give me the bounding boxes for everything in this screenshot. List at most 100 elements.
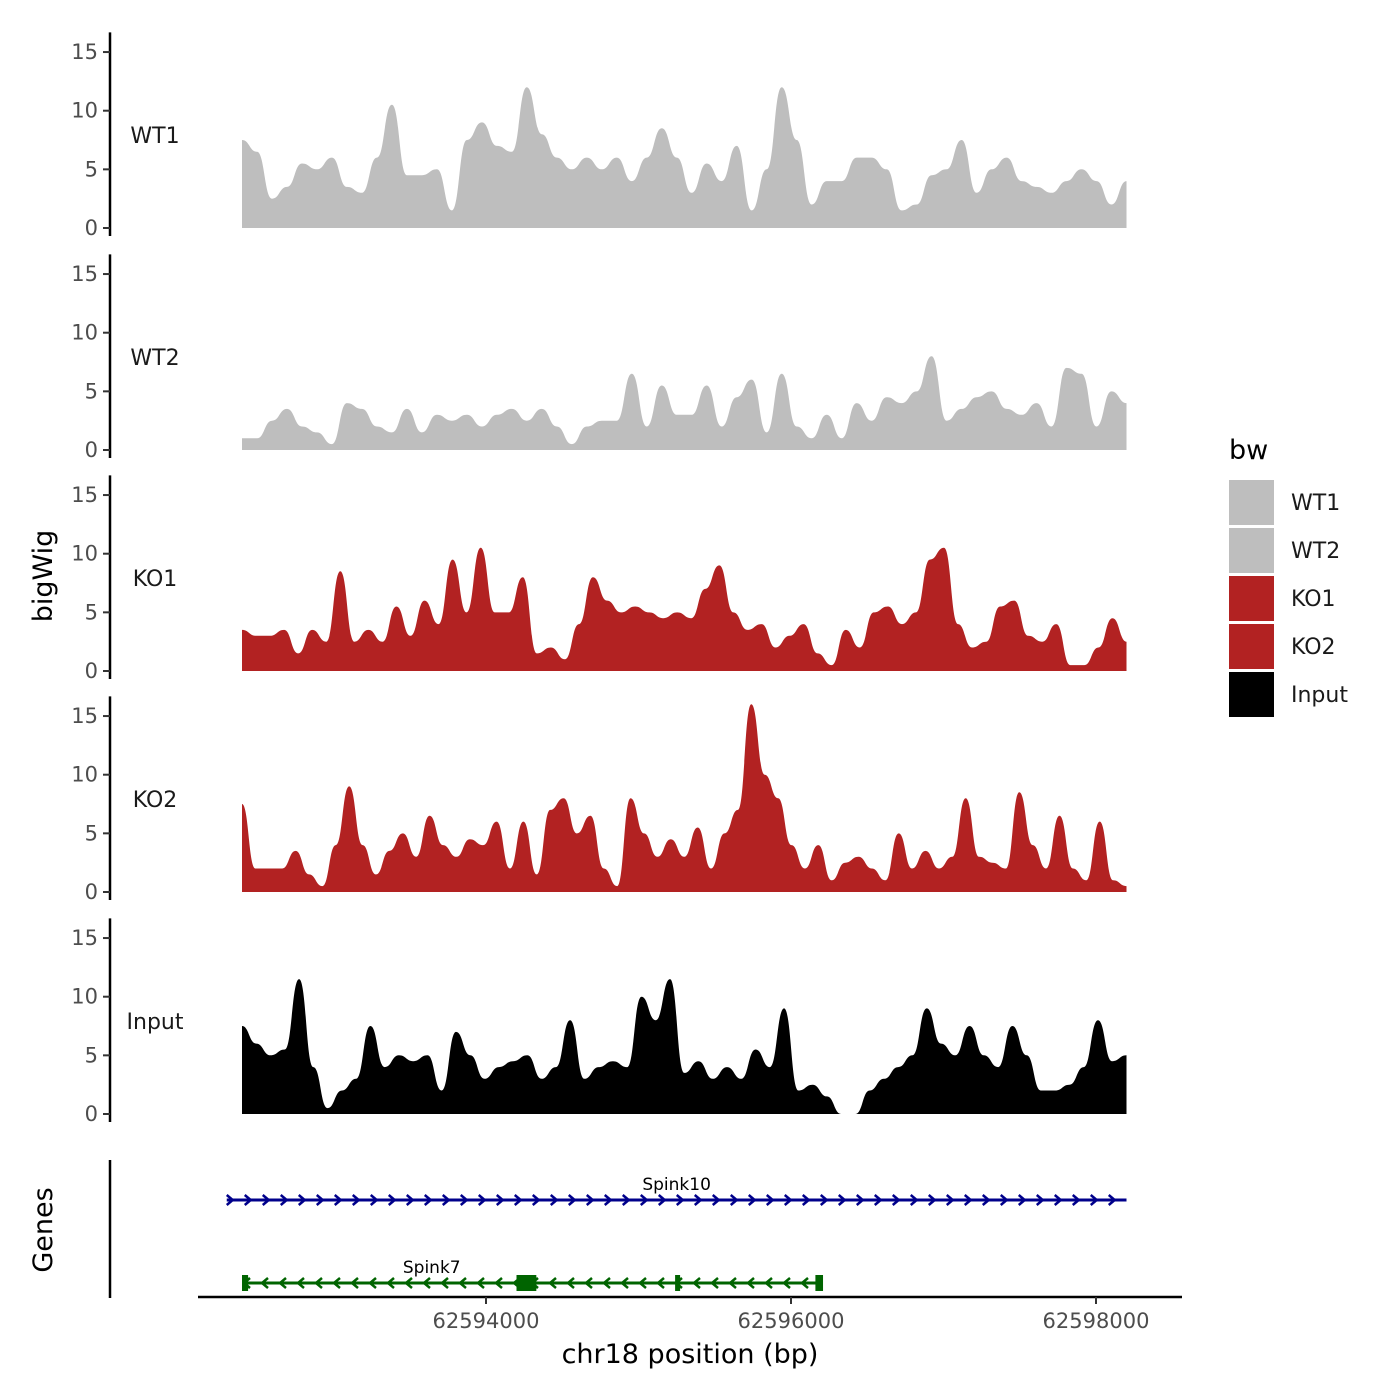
legend-swatch-ko1 xyxy=(1229,576,1274,621)
x-axis-title: chr18 position (bp) xyxy=(562,1339,819,1370)
y-tick-label: 5 xyxy=(85,600,98,624)
strand-arrow xyxy=(855,1194,865,1206)
legend-label: KO2 xyxy=(1291,635,1336,660)
strand-arrow xyxy=(999,1194,1009,1206)
strand-arrow xyxy=(441,1194,451,1206)
signal-area-wt1 xyxy=(242,87,1127,228)
legend-swatch-wt1 xyxy=(1229,480,1274,525)
strand-arrow xyxy=(1053,1194,1063,1206)
strand-arrow xyxy=(800,1277,809,1289)
strand-arrow xyxy=(945,1194,955,1206)
gene-label: Spink10 xyxy=(642,1175,711,1195)
strand-arrow xyxy=(458,1277,467,1289)
strand-arrow xyxy=(369,1194,379,1206)
signal-tracks: 0 5 10 15 WT1 0 5 10 15 WT2 0 5 10 15 KO1 0 5 10 15 KO2 0 5 10… xyxy=(71,32,1127,1126)
y-axis-title: bigWig xyxy=(28,530,59,623)
strand-arrow xyxy=(621,1194,631,1206)
strand-arrow xyxy=(405,1194,415,1206)
y-tick-label: 0 xyxy=(85,438,98,462)
strand-arrow xyxy=(278,1277,287,1289)
legend-label: Input xyxy=(1291,683,1348,708)
strand-arrow xyxy=(440,1277,449,1289)
strand-arrow xyxy=(639,1194,649,1206)
strand-arrow xyxy=(801,1194,811,1206)
gene-label: Spink7 xyxy=(403,1258,461,1278)
track-label: KO2 xyxy=(133,788,178,813)
track-label: WT2 xyxy=(130,346,179,371)
strand-arrow xyxy=(783,1194,793,1206)
strand-arrow xyxy=(584,1277,593,1289)
strand-arrow xyxy=(567,1194,577,1206)
exon xyxy=(675,1275,681,1291)
strand-arrow xyxy=(243,1194,253,1206)
gene-track: Spink10 Spink7 xyxy=(108,1160,1127,1298)
y-tick-label: 10 xyxy=(71,542,98,566)
y-tick-label: 15 xyxy=(71,483,98,507)
strand-arrow xyxy=(531,1194,541,1206)
y-tick-label: 0 xyxy=(85,216,98,240)
strand-arrow xyxy=(368,1277,377,1289)
strand-arrow xyxy=(927,1194,937,1206)
strand-arrow xyxy=(620,1277,629,1289)
strand-arrow xyxy=(459,1194,469,1206)
strand-arrow xyxy=(891,1194,901,1206)
strand-arrow xyxy=(387,1194,397,1206)
strand-arrow xyxy=(476,1277,485,1289)
strand-arrow xyxy=(710,1277,719,1289)
y-tick-label: 5 xyxy=(85,157,98,181)
strand-arrow xyxy=(837,1194,847,1206)
legend-label: KO1 xyxy=(1291,587,1336,612)
strand-arrow xyxy=(477,1194,487,1206)
track-input: 0 5 10 15 Input xyxy=(71,918,1127,1126)
gene-spink10: Spink10 xyxy=(225,1175,1127,1206)
exon xyxy=(516,1275,537,1291)
strand-arrow xyxy=(1107,1194,1117,1206)
strand-arrow xyxy=(603,1194,613,1206)
signal-area-ko2 xyxy=(242,704,1127,892)
strand-arrow xyxy=(657,1194,667,1206)
track-ko2: 0 5 10 15 KO2 xyxy=(71,696,1127,904)
y-tick-label: 15 xyxy=(71,40,98,64)
strand-arrow xyxy=(728,1277,737,1289)
strand-arrow xyxy=(1071,1194,1081,1206)
y-tick-label: 0 xyxy=(85,1102,98,1126)
exon xyxy=(242,1275,249,1291)
y-tick-label: 0 xyxy=(85,659,98,683)
strand-arrow xyxy=(404,1277,413,1289)
signal-area-ko1 xyxy=(242,547,1127,671)
track-label: KO1 xyxy=(133,567,178,592)
signal-area-wt2 xyxy=(242,356,1127,450)
track-wt2: 0 5 10 15 WT2 xyxy=(71,254,1127,462)
genes-axis-title: Genes xyxy=(28,1187,59,1272)
strand-arrow xyxy=(314,1277,323,1289)
strand-arrow xyxy=(495,1194,505,1206)
strand-arrow xyxy=(711,1194,721,1206)
strand-arrow xyxy=(566,1277,575,1289)
strand-arrow xyxy=(315,1194,325,1206)
signal-area-input xyxy=(242,979,1127,1114)
strand-arrow xyxy=(351,1194,361,1206)
y-tick-label: 15 xyxy=(71,704,98,728)
y-tick-label: 10 xyxy=(71,321,98,345)
legend-swatch-wt2 xyxy=(1229,528,1274,573)
gene-spink7: Spink7 xyxy=(242,1258,824,1291)
strand-arrow xyxy=(819,1194,829,1206)
strand-arrow xyxy=(513,1194,523,1206)
strand-arrow xyxy=(981,1194,991,1206)
track-wt1: 0 5 10 15 WT1 xyxy=(71,32,1127,240)
strand-arrow xyxy=(548,1277,557,1289)
track-label: Input xyxy=(127,1010,184,1035)
legend: bw WT1 WT2 KO1 KO2 Input xyxy=(1229,435,1348,717)
y-tick-label: 10 xyxy=(71,99,98,123)
y-tick-label: 10 xyxy=(71,763,98,787)
legend-label: WT2 xyxy=(1291,539,1340,564)
strand-arrow xyxy=(638,1277,647,1289)
strand-arrow xyxy=(585,1194,595,1206)
y-tick-label: 5 xyxy=(85,1043,98,1067)
strand-arrow xyxy=(656,1277,665,1289)
strand-arrow xyxy=(549,1194,559,1206)
strand-arrow xyxy=(675,1194,685,1206)
x-tick-label: 62596000 xyxy=(738,1309,845,1333)
y-tick-label: 5 xyxy=(85,821,98,845)
